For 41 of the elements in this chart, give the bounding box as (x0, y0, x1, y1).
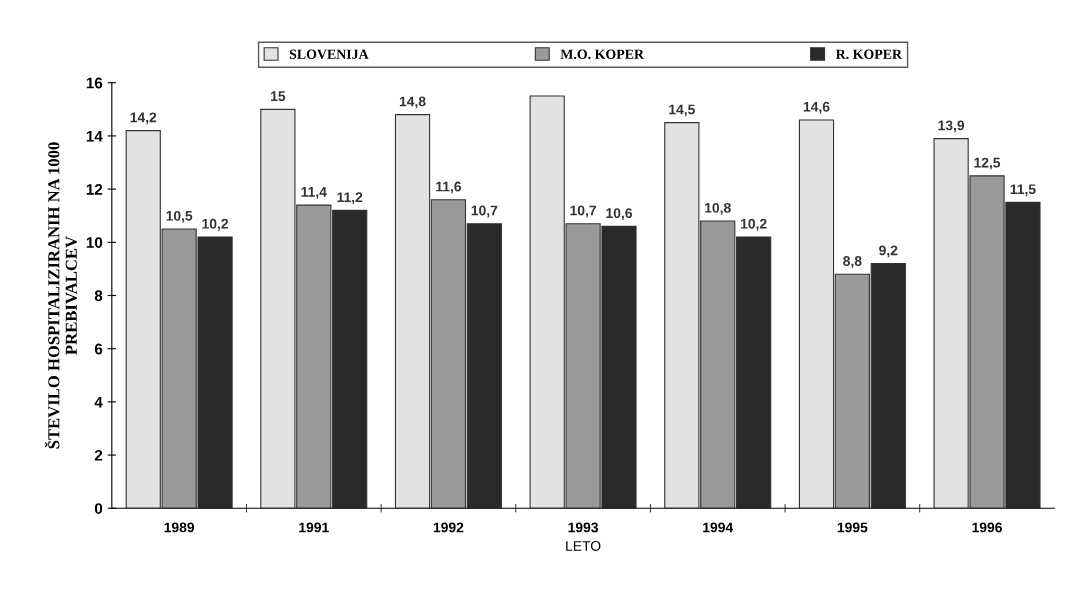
x-axis-title: LETO (566, 541, 601, 551)
data-label: 13,9 (938, 120, 965, 133)
y-tick-label: 8 (94, 290, 103, 302)
y-tick-label: 6 (94, 343, 103, 355)
data-label: 14,6 (803, 101, 830, 114)
x-tick-label: 1989 (164, 522, 195, 533)
data-label: 11,4 (301, 187, 327, 199)
data-label: 10,2 (202, 218, 229, 231)
data-label: 14,8 (399, 96, 426, 109)
y-tick-label: 4 (94, 396, 103, 408)
x-tick-label: 1995 (837, 522, 868, 533)
x-tick-label: 1996 (972, 522, 1002, 533)
data-label: 12,5 (974, 157, 1001, 170)
x-tick-label: 1991 (299, 522, 329, 533)
data-label: 15 (271, 91, 286, 102)
x-tick-label: 1993 (568, 522, 599, 533)
data-label: 10,5 (166, 210, 193, 223)
data-label: 14,2 (130, 112, 157, 125)
data-label: 11,5 (1010, 184, 1036, 197)
data-label: 8,8 (843, 256, 862, 268)
y-tick-label: 16 (86, 77, 103, 89)
data-label: 11,2 (337, 192, 363, 205)
y-tick-label: 14 (86, 130, 103, 142)
y-tick-label: 12 (86, 183, 103, 195)
data-label: 14,5 (669, 104, 695, 117)
x-tick-label: 1992 (433, 522, 464, 533)
y-tick-label: 2 (94, 449, 103, 461)
data-label: 10,7 (570, 205, 596, 218)
data-label: 11,6 (436, 181, 462, 194)
data-label: 10,7 (471, 205, 498, 218)
x-tick-label: 1994 (703, 522, 734, 533)
legend-label: M.O. KOPER (560, 49, 645, 59)
data-label: 9,2 (879, 245, 898, 258)
data-label: 10,6 (606, 208, 633, 221)
y-tick-label: 10 (86, 237, 103, 248)
data-label: 10,2 (741, 218, 767, 231)
legend-label: R. KOPER (835, 49, 903, 59)
y-tick-label: 0 (94, 503, 103, 514)
y-axis-title: ŠTEVILO HOSPITALIZIRANIH NA 1000 PREBIVALCEV (44, 142, 77, 449)
legend-label: SLOVENIJA (289, 49, 369, 59)
data-label: 10,8 (705, 202, 731, 215)
